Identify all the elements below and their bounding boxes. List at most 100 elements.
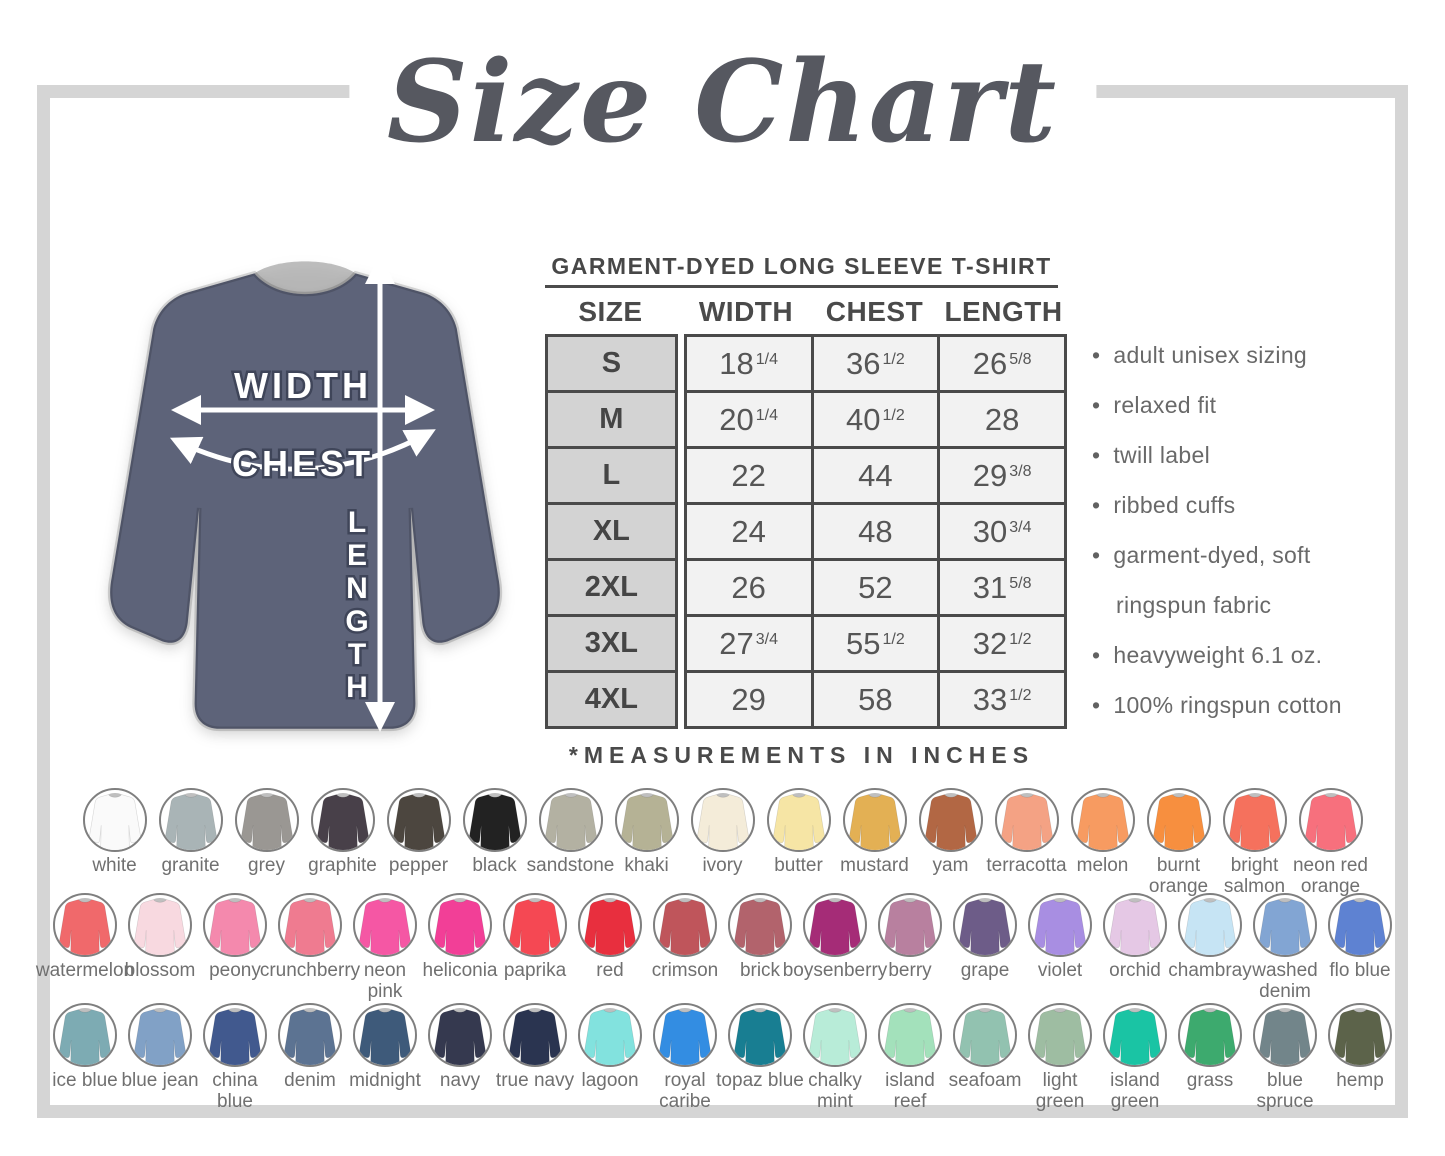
swatch-label: orchid: [1109, 960, 1161, 981]
swatch-flo-blue: flo blue: [1328, 893, 1392, 997]
swatch-true-navy: true navy: [496, 1003, 574, 1107]
size-table: S M L XL 2XL 3XL 4XL 18 1/4 36 1/2 26 5/8 20 1/4 40 1/2…: [545, 334, 1067, 729]
swatch-label: boysenberry: [782, 960, 888, 981]
size-cell: 2XL: [545, 558, 678, 617]
swatch-graphite: graphite: [308, 788, 377, 892]
swatch-label: terracotta: [986, 855, 1067, 876]
swatch-row-2: watermelon blossom peony crunchberry neon pin…: [36, 893, 1405, 1002]
tee-swatch-icon: [503, 1003, 567, 1067]
swatch-row-1: white granite grey graphite pepper black sands…: [40, 788, 1405, 897]
length-cell: 32 1/2: [937, 614, 1067, 673]
swatch-yam: yam: [918, 788, 983, 892]
tee-swatch-icon: [803, 893, 867, 957]
swatch-navy: navy: [428, 1003, 492, 1107]
swatch-melon: melon: [1070, 788, 1135, 892]
swatch-blossom: blossom: [125, 893, 195, 997]
swatch-label: paprika: [503, 960, 567, 981]
swatch-label: burnt orange: [1148, 855, 1209, 897]
swatch-neon-red-orange: neon red orange: [1293, 788, 1368, 897]
swatch-heliconia: heliconia: [423, 893, 498, 997]
size-cell: XL: [545, 502, 678, 561]
swatch-washed-denim: washed denim: [1252, 893, 1318, 1002]
tee-swatch-icon: [158, 788, 223, 852]
swatch-seafoam: seafoam: [949, 1003, 1021, 1107]
tee-swatch-icon: [128, 893, 192, 957]
tee-swatch-icon: [353, 1003, 417, 1067]
swatch-midnight: midnight: [349, 1003, 421, 1107]
chest-cell: 44: [810, 446, 941, 505]
chest-cell: 58: [810, 670, 941, 729]
tee-swatch-icon: [278, 1003, 342, 1067]
tee-swatch-icon: [203, 1003, 267, 1067]
tee-swatch-icon: [1103, 1003, 1167, 1067]
tee-swatch-icon: [878, 1003, 942, 1067]
table-row-size: L: [545, 446, 678, 505]
swatch-chambray: chambray: [1168, 893, 1252, 997]
tee-swatch-icon: [1253, 893, 1317, 957]
table-row-size: 2XL: [545, 558, 678, 617]
column-header-width: WIDTH: [698, 296, 794, 327]
column-header-chest: CHEST: [825, 296, 924, 327]
swatch-brick: brick: [728, 893, 792, 997]
table-row-measurements: 20 1/4 40 1/2 28: [683, 390, 1067, 449]
swatch-row-3: ice blue blue jean china blue denim midnight n…: [40, 1003, 1405, 1112]
swatch-label: neon pink: [363, 960, 407, 1002]
swatch-khaki: khaki: [614, 788, 679, 892]
tee-swatch-icon: [1298, 788, 1363, 852]
tee-swatch-icon: [1328, 1003, 1392, 1067]
swatch-black: black: [462, 788, 527, 892]
swatch-label: chalky mint: [808, 1070, 862, 1112]
swatch-label: denim: [284, 1070, 336, 1091]
feature-item: • heavyweight 6.1 oz.: [1092, 642, 1323, 668]
width-cell: 20 1/4: [683, 390, 814, 449]
swatch-label: ice blue: [52, 1070, 118, 1091]
swatch-label: white: [92, 855, 137, 876]
swatch-label: grass: [1186, 1070, 1234, 1091]
swatch-label: melon: [1076, 855, 1129, 876]
tee-swatch-icon: [728, 1003, 792, 1067]
swatch-label: watermelon: [35, 960, 135, 981]
swatch-label: lagoon: [581, 1070, 639, 1091]
swatch-label: china blue: [212, 1070, 258, 1112]
tee-swatch-icon: [1253, 1003, 1317, 1067]
swatch-label: sandstone: [526, 855, 615, 876]
swatch-island-green: island green: [1103, 1003, 1167, 1112]
swatch-violet: violet: [1028, 893, 1092, 997]
swatch-label: violet: [1037, 960, 1083, 981]
tee-swatch-icon: [1146, 788, 1211, 852]
swatch-label: crunchberry: [259, 960, 361, 981]
swatch-blue-spruce: blue spruce: [1253, 1003, 1317, 1112]
swatch-royal-caribe: royal caribe: [653, 1003, 717, 1112]
swatch-ice-blue: ice blue: [52, 1003, 118, 1107]
swatch-grey: grey: [234, 788, 299, 892]
tee-swatch-icon: [503, 893, 567, 957]
tee-swatch-icon: [82, 788, 147, 852]
tee-swatch-icon: [310, 788, 375, 852]
swatch-light-green: light green: [1028, 1003, 1092, 1112]
table-row-measurements: 26 52 31 5/8: [683, 558, 1067, 617]
width-cell: 26: [683, 558, 814, 617]
table-row-measurements: 29 58 33 1/2: [683, 670, 1067, 729]
tee-swatch-icon: [1028, 893, 1092, 957]
swatch-label: light green: [1035, 1070, 1085, 1112]
tee-swatch-icon: [1328, 893, 1392, 957]
swatch-label: heliconia: [422, 960, 498, 981]
swatch-label: khaki: [624, 855, 669, 876]
size-cell: S: [545, 334, 678, 393]
feature-item: • 100% ringspun cotton: [1092, 692, 1342, 718]
swatch-boysenberry: boysenberry: [783, 893, 887, 997]
tee-swatch-icon: [766, 788, 831, 852]
feature-item: ringspun fabric: [1116, 592, 1272, 618]
tee-swatch-icon: [994, 788, 1059, 852]
swatch-label: chambray: [1168, 960, 1252, 981]
size-table-section: GARMENT-DYED LONG SLEEVE T-SHIRT SIZE WI…: [545, 253, 1067, 769]
chest-cell: 36 1/2: [810, 334, 941, 393]
swatch-label: blossom: [124, 960, 196, 981]
width-cell: 22: [683, 446, 814, 505]
length-cell: 26 5/8: [937, 334, 1067, 393]
size-cell: L: [545, 446, 678, 505]
swatch-label: island reef: [885, 1070, 935, 1112]
width-cell: 18 1/4: [683, 334, 814, 393]
